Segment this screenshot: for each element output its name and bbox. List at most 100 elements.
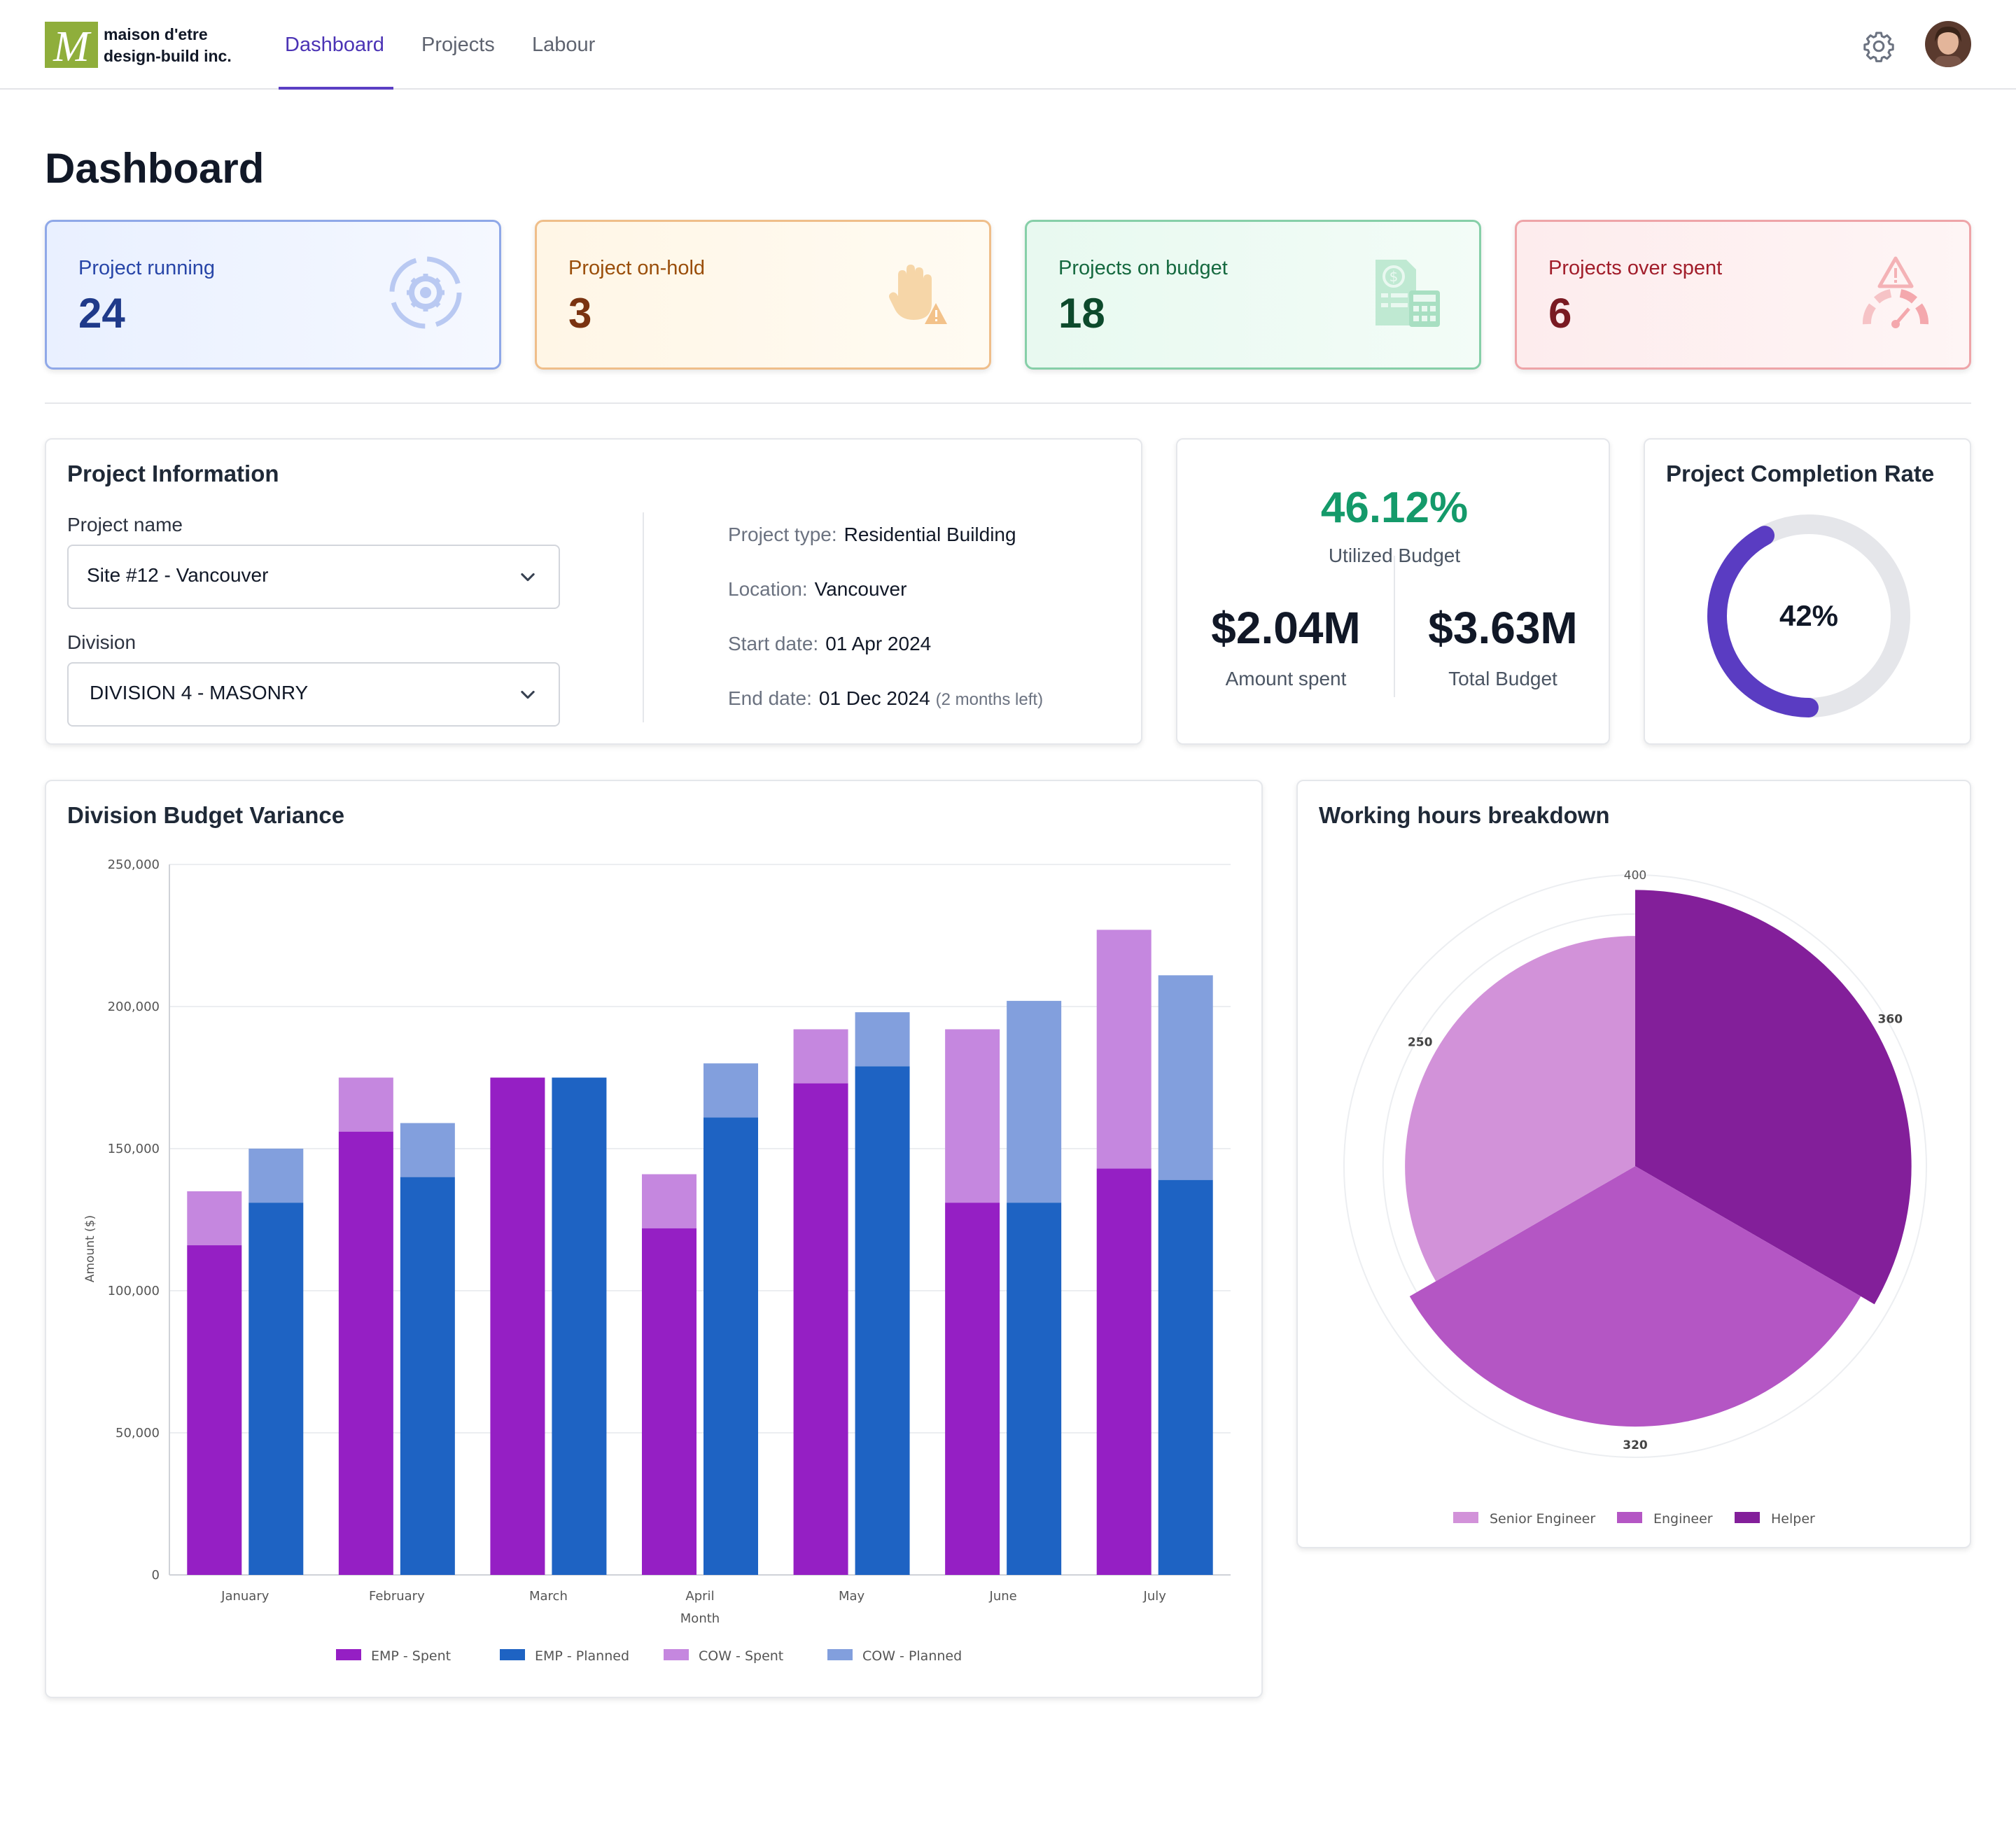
budget-calculator-icon: $ <box>1376 260 1440 327</box>
x-tick-label: July <box>1143 1589 1167 1604</box>
bar-cow-spent[interactable] <box>793 1029 848 1084</box>
division-select[interactable]: DIVISION 4 - MASONRY <box>67 662 560 727</box>
project-info-card: Project Information Project name Site #1… <box>45 438 1142 745</box>
select-value: DIVISION 4 - MASONRY <box>90 682 309 703</box>
working-hours-polar-chart: 400 360 320 250 Senior Engineer Engineer Helpe… <box>1343 869 1927 1527</box>
running-gear-cycle-icon <box>389 256 462 329</box>
chevron-down-icon <box>521 690 535 699</box>
bar-cow-spent[interactable] <box>945 1029 1000 1203</box>
legend-label[interactable]: EMP - Spent <box>371 1648 451 1664</box>
stat-value: 24 <box>78 290 125 337</box>
bar-emp-planned[interactable] <box>855 1066 910 1575</box>
card-title: Division Budget Variance <box>67 802 345 828</box>
stat-card-on-hold[interactable]: Project on-hold 3 <box>535 220 991 370</box>
bar-cow-spent[interactable] <box>187 1191 242 1246</box>
total-budget-label: Total Budget <box>1448 668 1558 689</box>
tab-labour[interactable]: Labour <box>532 34 596 56</box>
bar-emp-spent[interactable] <box>187 1245 242 1575</box>
budget-utilization-card: 46.12% Utilized Budget $2.04M Amount spe… <box>1176 438 1610 745</box>
location-label: Location: <box>728 578 808 600</box>
x-tick-label: June <box>989 1589 1017 1604</box>
polar-slice-engineer[interactable] <box>1409 1166 1861 1427</box>
bar-cow-planned[interactable] <box>1007 1000 1062 1203</box>
card-title: Working hours breakdown <box>1319 802 1610 828</box>
stat-value: 18 <box>1058 290 1105 337</box>
bar-cow-spent[interactable] <box>1096 930 1152 1169</box>
legend-label[interactable]: EMP - Planned <box>535 1648 629 1664</box>
start-date-row: Start date: 01 Apr 2024 <box>728 633 931 655</box>
amount-spent-value: $2.04M <box>1211 603 1361 653</box>
stat-value: 6 <box>1548 290 1572 337</box>
budget-divider <box>1394 556 1395 697</box>
settings-gear-icon[interactable] <box>1862 29 1896 63</box>
info-divider <box>643 512 644 722</box>
bar-emp-spent[interactable] <box>1096 1168 1152 1575</box>
y-tick-label: 200,000 <box>108 1000 160 1014</box>
company-name-line2: design-build inc. <box>104 47 232 65</box>
bar-cow-spent[interactable] <box>642 1174 696 1228</box>
company-name: maison d'etre design-build inc. <box>104 24 232 67</box>
bar-cow-planned[interactable] <box>400 1123 455 1177</box>
stat-card-on-budget[interactable]: Projects on budget 18 $ <box>1025 220 1481 370</box>
y-tick-label: 150,000 <box>108 1142 160 1156</box>
user-avatar[interactable] <box>1925 21 1971 67</box>
stat-label: Project running <box>78 257 216 279</box>
legend-swatch <box>500 1649 525 1660</box>
location-value: Vancouver <box>814 578 907 600</box>
x-tick-label: January <box>220 1589 270 1604</box>
tab-dashboard[interactable]: Dashboard <box>285 34 384 56</box>
company-logo[interactable]: M <box>45 22 98 71</box>
bar-emp-spent[interactable] <box>642 1228 696 1575</box>
bar-emp-spent[interactable] <box>338 1131 393 1575</box>
legend-label[interactable]: Helper <box>1771 1511 1815 1527</box>
legend-label[interactable]: Senior Engineer <box>1490 1511 1595 1527</box>
project-type-label: Project type: <box>728 524 837 545</box>
legend-swatch <box>336 1649 361 1660</box>
active-tab-indicator <box>279 87 393 90</box>
tab-projects[interactable]: Projects <box>421 34 495 56</box>
project-name-select[interactable]: Site #12 - Vancouver <box>67 545 560 609</box>
bar-emp-planned[interactable] <box>552 1077 607 1576</box>
bar-cow-planned[interactable] <box>248 1149 304 1203</box>
bar-emp-planned[interactable] <box>1158 1179 1213 1575</box>
x-tick-label: May <box>839 1589 865 1604</box>
polar-grid-ring <box>1343 874 1927 1458</box>
stat-card-over-spent[interactable]: Projects over spent 6 <box>1515 220 1971 370</box>
logo-mark: M <box>52 23 92 71</box>
bar-cow-planned[interactable] <box>704 1063 758 1118</box>
completion-donut: 42% <box>1707 514 1910 717</box>
bar-emp-planned[interactable] <box>1007 1203 1062 1575</box>
legend-swatch <box>827 1649 853 1660</box>
stat-card-running[interactable]: Project running 24 <box>45 220 501 370</box>
polar-slice-helper[interactable] <box>1635 890 1912 1305</box>
stat-label: Projects over spent <box>1548 257 1723 279</box>
bar-emp-spent[interactable] <box>945 1203 1000 1575</box>
project-type-row: Project type: Residential Building <box>728 524 1016 546</box>
hand-stop-warning-icon <box>889 265 947 324</box>
legend-label[interactable]: COW - Spent <box>699 1648 783 1664</box>
bar-emp-spent[interactable] <box>490 1077 545 1576</box>
legend-label[interactable]: COW - Planned <box>862 1648 962 1664</box>
donut-progress-arc <box>1707 514 1910 717</box>
company-name-line1: maison d'etre <box>104 25 208 43</box>
stat-label: Projects on budget <box>1058 257 1228 279</box>
polar-slice-senior-engineer[interactable] <box>1405 936 1635 1282</box>
legend-swatch <box>1453 1512 1478 1523</box>
legend-swatch <box>664 1649 689 1660</box>
bar-cow-planned[interactable] <box>1158 975 1213 1180</box>
bar-emp-spent[interactable] <box>793 1083 848 1575</box>
ring-label: 400 <box>1624 869 1646 883</box>
start-date-value: 01 Apr 2024 <box>825 633 932 654</box>
bar-emp-planned[interactable] <box>400 1177 455 1575</box>
slice-value-label: 320 <box>1623 1438 1648 1452</box>
bar-emp-planned[interactable] <box>248 1203 304 1575</box>
bar-cow-spent[interactable] <box>338 1077 393 1132</box>
y-tick-label: 100,000 <box>108 1284 160 1298</box>
y-axis-title: Amount ($) <box>83 1215 97 1282</box>
legend-label[interactable]: Engineer <box>1653 1511 1713 1527</box>
division-budget-variance-card: Division Budget Variance Amount ($) Mont… <box>45 780 1263 1698</box>
bar-cow-planned[interactable] <box>855 1012 910 1067</box>
warning-gauge-icon <box>1863 256 1928 328</box>
bar-emp-planned[interactable] <box>704 1117 758 1575</box>
project-name-label: Project name <box>67 514 183 535</box>
